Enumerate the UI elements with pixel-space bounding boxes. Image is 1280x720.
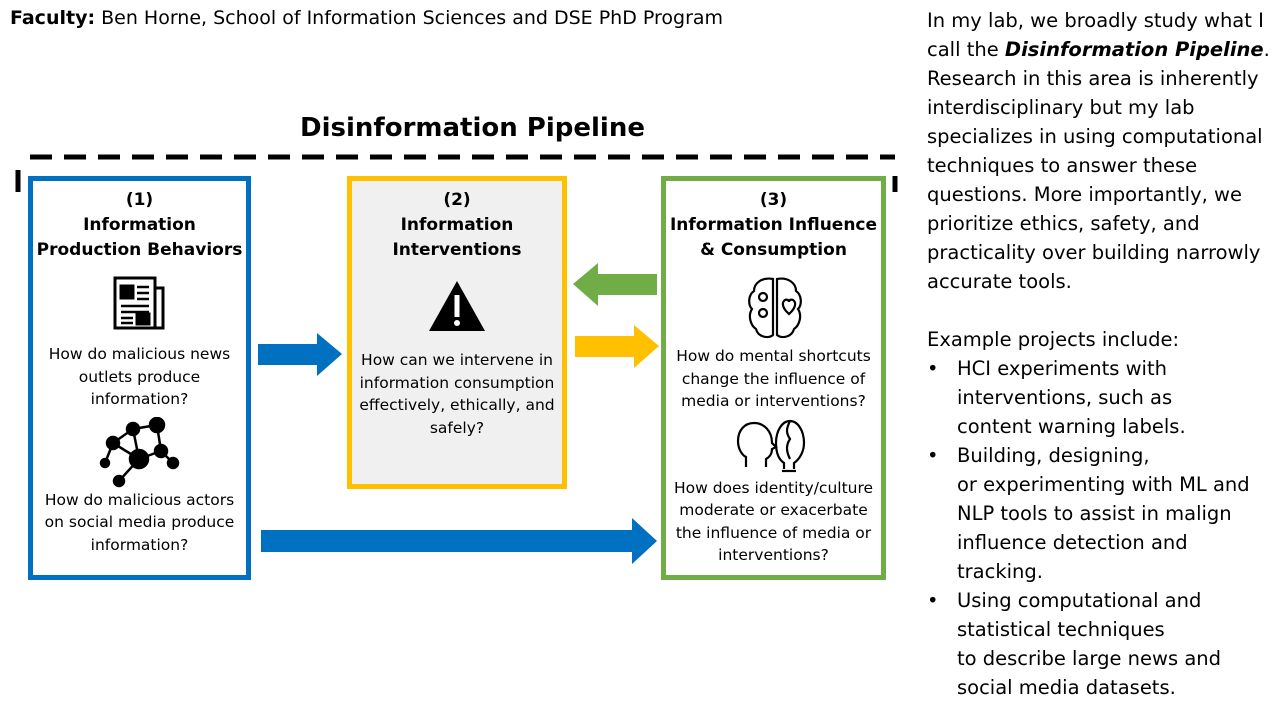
right-panel: In my lab, we broadly study what I call … xyxy=(927,6,1272,702)
box-2-q1-line: information consumption xyxy=(359,373,555,392)
project-line: influence detection and xyxy=(957,531,1188,554)
project-line: HCI experiments with xyxy=(957,357,1167,380)
box-2-question-1: How can we intervene in information cons… xyxy=(352,349,562,439)
warning-icon xyxy=(352,279,562,341)
box-2-heading-line1: Information xyxy=(400,215,514,235)
intro-prefix: In my lab, we broadly study what I call … xyxy=(927,9,1264,61)
box-1-question-1: How do malicious news outlets produce in… xyxy=(33,343,246,411)
intro-suffix: . Research in this area is inherently in… xyxy=(927,38,1270,293)
box-3-q2-line: interventions? xyxy=(718,546,829,564)
project-line: Building, designing, xyxy=(957,444,1150,467)
box-1-q2-line: information? xyxy=(90,535,189,554)
box-1-q1-line: information? xyxy=(90,390,189,408)
box-3-q1-line: media or interventions? xyxy=(681,392,866,410)
projects-list: • HCI experiments with interventions, su… xyxy=(927,354,1272,702)
box-3-q2-line: moderate or exacerbate xyxy=(679,501,868,519)
box-2-q1-line: How can we intervene in xyxy=(361,351,553,369)
list-item: • HCI experiments with interventions, su… xyxy=(927,354,1272,441)
box-1-q1-line: How do malicious news xyxy=(48,345,231,363)
pipeline-title: Disinformation Pipeline xyxy=(300,113,645,143)
box-1-q1-line: outlets produce xyxy=(78,367,201,386)
box-interventions: (2) Information Interventions How can we… xyxy=(347,176,567,489)
box-2-number: (2) xyxy=(443,190,471,210)
box-1-number: (1) xyxy=(125,190,154,210)
pipeline-bracket xyxy=(15,154,898,192)
brain-icon xyxy=(666,273,881,345)
box-1-q2-line: How do malicious actors xyxy=(44,490,235,509)
box-3-question-1: How do mental shortcuts change the influ… xyxy=(666,345,881,413)
box-2-q1-line: safely? xyxy=(429,418,485,437)
box-3-q2-line: How does identity/culture xyxy=(673,478,874,497)
faculty-text: Ben Horne, School of Information Science… xyxy=(95,7,724,29)
arrow-box1-to-box2 xyxy=(258,333,342,376)
box-1-q2-line: on social media produce xyxy=(44,513,235,531)
faculty-line: Faculty: Ben Horne, School of Informatio… xyxy=(10,7,723,29)
box-3-q1-line: change the influence of xyxy=(681,369,866,388)
project-line: interventions, such as xyxy=(957,386,1173,409)
project-line: social media datasets. xyxy=(957,676,1176,699)
box-3-heading-line1: Information Influence xyxy=(669,215,878,235)
projects-heading: Example projects include: xyxy=(927,328,1180,351)
project-line: Using computational and xyxy=(957,589,1202,612)
box-production-behaviors: (1) Information Production Behaviors How… xyxy=(28,176,251,580)
box-1-heading-line1: Information xyxy=(83,215,196,235)
box-3-number: (3) xyxy=(759,190,788,210)
project-line: or experimenting with ML and xyxy=(957,473,1250,496)
newspaper-icon xyxy=(33,273,246,343)
box-2-heading-line2: Interventions xyxy=(392,240,522,260)
list-item: • Using computational and statistical te… xyxy=(927,586,1272,702)
project-line: to describe large news and xyxy=(957,647,1222,670)
intro-emphasis: Disinformation Pipeline xyxy=(1004,38,1264,61)
bullet: • xyxy=(927,444,939,467)
bullet: • xyxy=(927,357,939,380)
bullet: • xyxy=(927,589,939,612)
box-influence-consumption: (3) Information Influence & Consumption … xyxy=(661,176,886,580)
intro-paragraph: In my lab, we broadly study what I call … xyxy=(927,6,1272,296)
box-3-q2-line: the influence of media or xyxy=(675,523,872,542)
list-item: • Building, designing, or experimenting … xyxy=(927,441,1272,586)
project-line: content warning labels. xyxy=(957,415,1186,438)
project-line: statistical techniques xyxy=(957,618,1165,641)
arrow-box1-to-box3 xyxy=(261,518,657,564)
arrow-box2-to-box3 xyxy=(575,325,659,368)
network-icon xyxy=(33,416,246,489)
project-line: NLP tools to assist in malign xyxy=(957,502,1232,525)
box-3-heading-line2: & Consumption xyxy=(700,240,847,260)
box-2-q1-line: effectively, ethically, and xyxy=(359,396,555,414)
arrow-box3-to-box2 xyxy=(573,263,657,306)
faculty-label: Faculty: xyxy=(10,7,96,29)
project-line: tracking. xyxy=(957,560,1043,583)
box-3-question-2: How does identity/culture moderate or ex… xyxy=(666,477,881,567)
box-1-heading-line2: Production Behaviors xyxy=(36,240,243,260)
faces-icon xyxy=(666,415,881,477)
box-3-q1-line: How do mental shortcuts xyxy=(676,347,871,365)
box-1-question-2: How do malicious actors on social media … xyxy=(33,489,246,557)
